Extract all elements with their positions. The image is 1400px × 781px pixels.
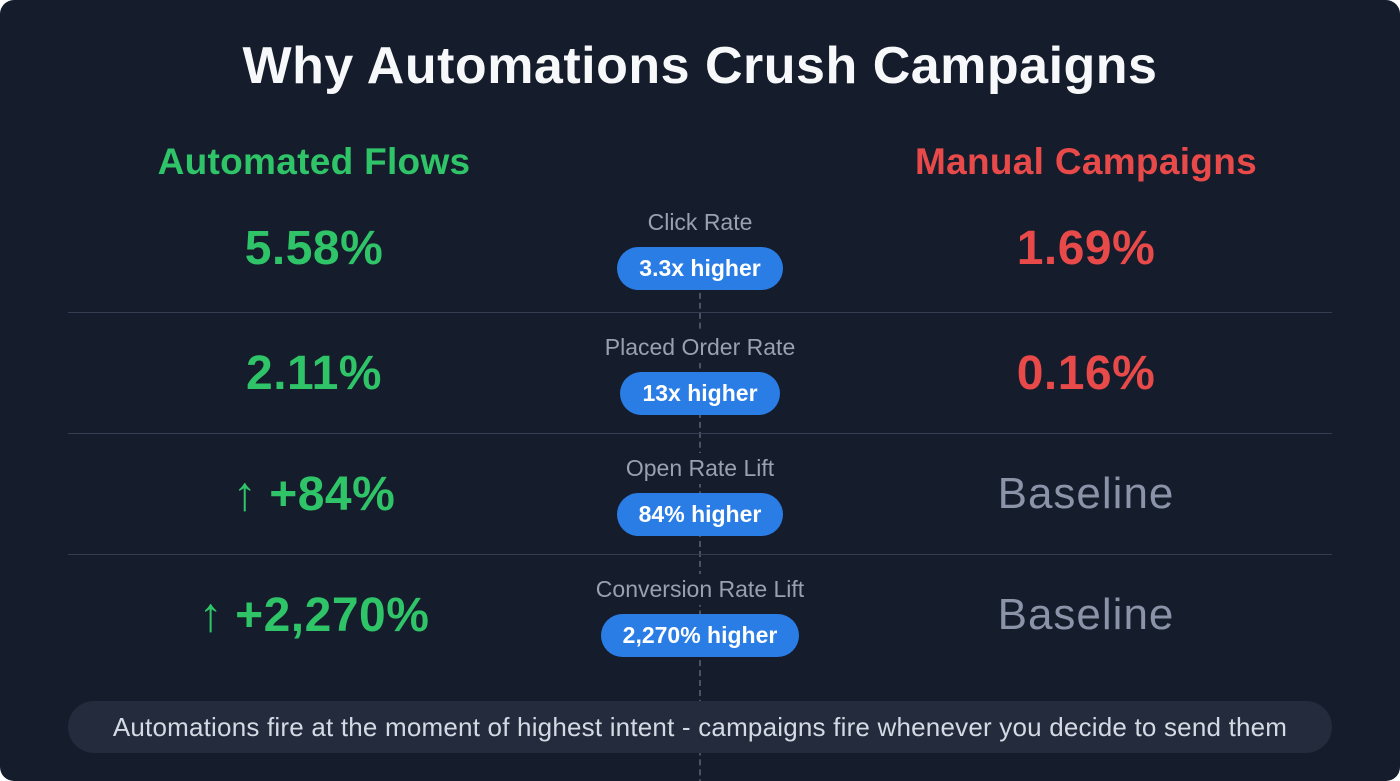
up-arrow-icon: ↑ xyxy=(232,467,258,521)
metric-row-conversion-rate-lift: ↑ +2,270% Conversion Rate Lift 2,270% hig… xyxy=(68,554,1332,675)
difference-badge: 2,270% higher xyxy=(600,613,800,657)
metric-label: Conversion Rate Lift xyxy=(583,573,817,605)
footer-callout: Automations fire at the moment of highes… xyxy=(68,701,1332,753)
automated-value: 5.58% xyxy=(244,221,384,275)
column-header-automated-flows: Automated Flows xyxy=(157,141,471,182)
up-arrow-icon: ↑ xyxy=(198,588,224,642)
automated-value: 2.11% xyxy=(246,346,382,400)
metric-row-open-rate-lift: ↑ +84% Open Rate Lift 84% higher Baseline xyxy=(68,433,1332,554)
automated-value: ↑ +84% xyxy=(68,467,560,522)
comparison-table: Automated Flows Manual Campaigns 5.58% C… xyxy=(0,140,1400,781)
footer-text: Automations fire at the moment of highes… xyxy=(112,711,1288,742)
manual-value: 0.16% xyxy=(1016,346,1156,400)
metric-label: Click Rate xyxy=(635,206,765,238)
metric-row-click-rate: 5.58% Click Rate 3.3x higher 1.69% xyxy=(68,184,1332,312)
page-title: Why Automations Crush Campaigns xyxy=(242,37,1158,95)
automated-value-text: +84% xyxy=(269,467,396,521)
metric-label: Open Rate Lift xyxy=(613,452,787,484)
manual-value-baseline: Baseline xyxy=(997,590,1175,639)
difference-badge: 84% higher xyxy=(616,492,784,536)
column-header-manual-campaigns: Manual Campaigns xyxy=(915,141,1257,182)
automated-value-text: +2,270% xyxy=(235,588,430,642)
metric-center: Open Rate Lift 84% higher xyxy=(560,452,840,536)
automated-value: ↑ +2,270% xyxy=(68,588,560,643)
metric-label: Placed Order Rate xyxy=(592,331,808,363)
column-headers: Automated Flows Manual Campaigns xyxy=(68,140,1332,184)
metric-center: Conversion Rate Lift 2,270% higher xyxy=(560,573,840,657)
metric-center: Placed Order Rate 13x higher xyxy=(560,331,840,415)
difference-badge: 13x higher xyxy=(620,371,780,415)
difference-badge: 3.3x higher xyxy=(617,246,783,290)
metric-center: Click Rate 3.3x higher xyxy=(560,206,840,290)
manual-value: 1.69% xyxy=(1016,221,1156,275)
manual-value-baseline: Baseline xyxy=(997,469,1175,518)
metric-row-placed-order-rate: 2.11% Placed Order Rate 13x higher 0.16% xyxy=(68,312,1332,433)
